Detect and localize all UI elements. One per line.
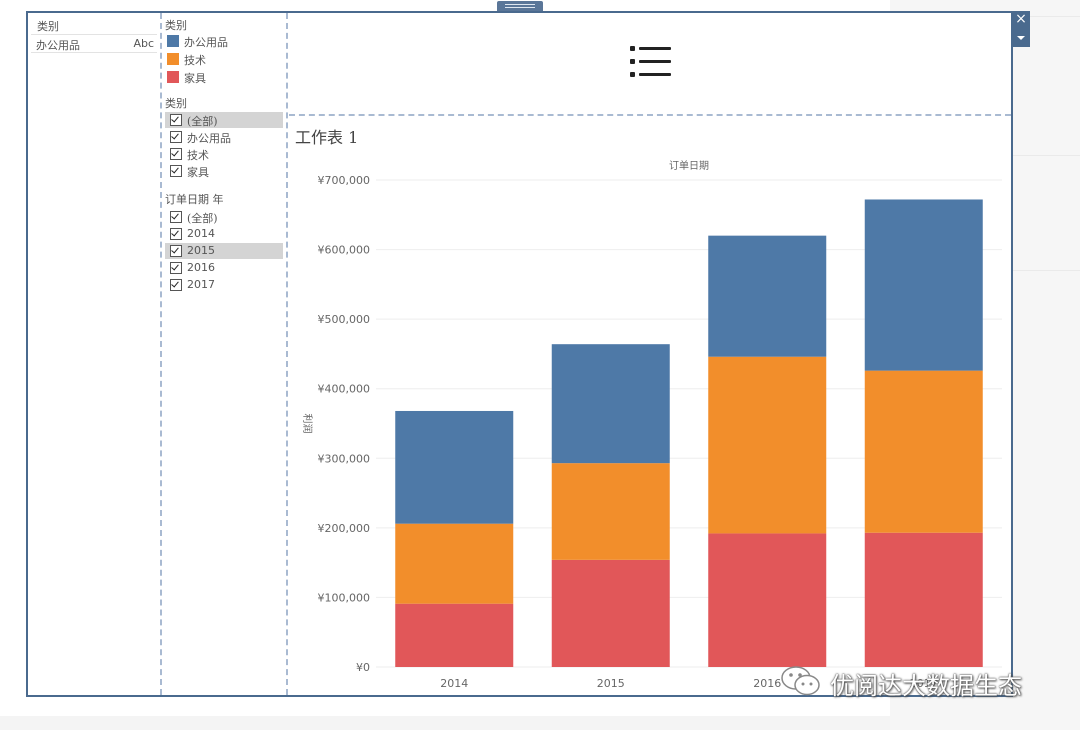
- legend-swatch: [167, 53, 179, 65]
- checkbox-icon[interactable]: [170, 131, 182, 143]
- filter-item-label: 2014: [187, 227, 215, 240]
- bar-segment: [864, 199, 983, 371]
- checkbox-icon[interactable]: [170, 279, 182, 291]
- year-filter-item-all[interactable]: (全部): [165, 209, 283, 225]
- sheet-title: 工作表 1: [295, 128, 359, 147]
- bar-segment: [395, 603, 514, 667]
- area-divider: [289, 114, 1011, 116]
- stacked-bar-chart: 订单日期 ¥0 ¥100,000 ¥200,000 ¥300,000 ¥400,000 ¥5…: [290, 150, 1010, 695]
- year-filter-item[interactable]: 2017: [165, 277, 283, 293]
- field-filter-panel: 类别 办公用品 Abc: [28, 13, 160, 695]
- filter-item-label: 家具: [187, 166, 209, 179]
- filter-item-label: 2016: [187, 261, 215, 274]
- container-controls: ×: [1012, 11, 1030, 47]
- legend-swatch: [167, 71, 179, 83]
- category-filter-item-all[interactable]: (全部): [165, 112, 283, 128]
- dropdown-menu-icon[interactable]: [1012, 29, 1030, 47]
- y-tick-label: ¥600,000: [318, 244, 371, 257]
- year-filter-title: 订单日期 年: [165, 193, 224, 206]
- filter-item-label: 技术: [187, 149, 209, 162]
- field-filter-value[interactable]: 办公用品: [36, 39, 80, 52]
- y-tick-label: ¥700,000: [318, 174, 371, 187]
- legend-label: 技术: [184, 54, 206, 67]
- filter-item-label: (全部): [187, 212, 218, 225]
- year-filter-item[interactable]: 2016: [165, 260, 283, 276]
- y-tick-label: ¥500,000: [318, 313, 371, 326]
- y-axis-title: 利润: [301, 414, 314, 434]
- checkbox-icon[interactable]: [170, 228, 182, 240]
- bar-segment: [708, 235, 827, 357]
- field-filter-title: 类别: [37, 20, 59, 33]
- filter-item-label: 2015: [187, 244, 215, 257]
- filter-item-label: (全部): [187, 115, 218, 128]
- y-tick-label: ¥400,000: [318, 383, 371, 396]
- bar-segment: [551, 463, 670, 560]
- legend-and-filters-panel: 类别 办公用品 技术 家具 类别 (全部) 办公用品 技术 家具 订单日期 年 …: [163, 13, 285, 695]
- legend-label: 家具: [184, 72, 206, 85]
- bar-segment: [864, 532, 983, 667]
- chart-title: 订单日期: [669, 160, 709, 172]
- legend-swatch: [167, 35, 179, 47]
- y-tick-label: ¥200,000: [318, 522, 371, 535]
- x-tick-label: 2016: [753, 677, 781, 690]
- x-tick-label: 2017: [910, 677, 938, 690]
- legend-title: 类别: [165, 19, 187, 32]
- checkbox-icon[interactable]: [170, 262, 182, 274]
- x-tick-label: 2014: [440, 677, 468, 690]
- bar-segment: [395, 410, 514, 524]
- category-filter-title: 类别: [165, 97, 187, 110]
- year-filter-item[interactable]: 2014: [165, 226, 283, 242]
- category-filter-item[interactable]: 技术: [165, 146, 283, 162]
- drag-handle[interactable]: [497, 1, 543, 11]
- y-tick-label: ¥100,000: [318, 591, 371, 604]
- category-filter-item[interactable]: 家具: [165, 163, 283, 179]
- list-menu-icon[interactable]: [630, 46, 672, 80]
- bar-segment: [864, 370, 983, 533]
- checkbox-icon[interactable]: [170, 148, 182, 160]
- checkbox-icon[interactable]: [170, 165, 182, 177]
- y-tick-label: ¥0: [356, 661, 370, 674]
- filter-item-label: 2017: [187, 278, 215, 291]
- column-divider: [160, 13, 162, 695]
- chart-svg: 订单日期 ¥0 ¥100,000 ¥200,000 ¥300,000 ¥400,000 ¥5…: [301, 160, 1002, 690]
- bar-segment: [708, 356, 827, 534]
- column-divider: [286, 13, 288, 695]
- category-filter-item[interactable]: 办公用品: [165, 129, 283, 145]
- checkbox-icon[interactable]: [170, 211, 182, 223]
- watermark-text: 优阅达大数据生态: [830, 672, 1022, 700]
- checkbox-icon[interactable]: [170, 114, 182, 126]
- wechat-icon: [781, 666, 820, 696]
- bar-segment: [551, 344, 670, 464]
- legend-label: 办公用品: [184, 36, 228, 49]
- x-tick-label: 2015: [597, 677, 625, 690]
- filter-item-label: 办公用品: [187, 132, 231, 145]
- y-tick-label: ¥300,000: [318, 452, 371, 465]
- field-type-label: Abc: [133, 37, 154, 50]
- checkbox-icon[interactable]: [170, 245, 182, 257]
- year-filter-item[interactable]: 2015: [165, 243, 283, 259]
- bar-segment: [708, 533, 827, 667]
- bar-segment: [395, 523, 514, 604]
- watermark: 优阅达大数据生态: [780, 664, 1050, 700]
- bottom-strip: [0, 716, 890, 730]
- bar-segment: [551, 559, 670, 667]
- close-icon[interactable]: ×: [1015, 11, 1027, 27]
